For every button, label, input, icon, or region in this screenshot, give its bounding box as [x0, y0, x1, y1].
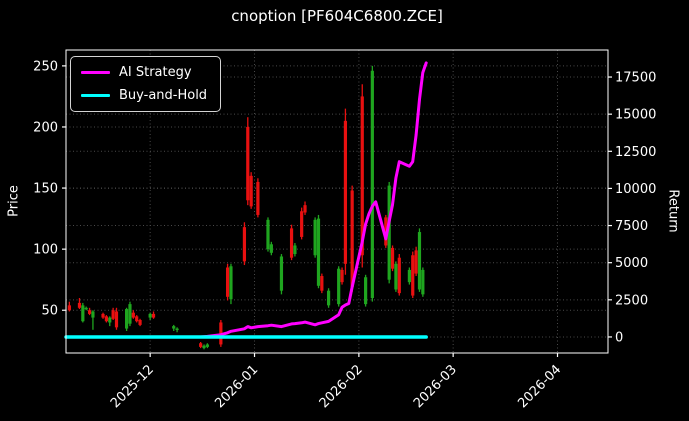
svg-text:17500: 17500: [615, 71, 656, 86]
legend-label-buy-and-hold: Buy-and-Hold: [119, 88, 208, 103]
svg-text:2026-02: 2026-02: [317, 362, 366, 411]
ai-strategy-line-swatch: [81, 70, 110, 75]
svg-text:250: 250: [33, 59, 58, 74]
svg-text:5000: 5000: [615, 256, 648, 271]
svg-text:2026-03: 2026-03: [411, 362, 460, 411]
svg-text:100: 100: [33, 243, 58, 258]
chart-title: cnoption [PF604C6800.ZCE]: [231, 7, 443, 25]
legend-item-ai-strategy: AI Strategy: [81, 65, 207, 80]
svg-text:0: 0: [615, 330, 623, 345]
svg-text:12500: 12500: [615, 145, 656, 160]
legend-item-buy-and-hold: Buy-and-Hold: [81, 88, 207, 103]
y-axis-label-price: Price: [6, 185, 22, 217]
legend: AI Strategy Buy-and-Hold: [70, 56, 222, 112]
svg-text:2026-04: 2026-04: [515, 362, 564, 411]
svg-text:10000: 10000: [615, 182, 656, 197]
svg-text:150: 150: [33, 182, 58, 197]
svg-text:50: 50: [41, 304, 58, 319]
buy-and-hold-line-swatch: [81, 93, 110, 98]
svg-text:2500: 2500: [615, 293, 648, 308]
svg-text:200: 200: [33, 120, 58, 135]
svg-text:2025-12: 2025-12: [108, 362, 157, 411]
legend-label-ai-strategy: AI Strategy: [119, 65, 192, 80]
y-axis-label-return: Return: [665, 189, 681, 233]
svg-text:2026-01: 2026-01: [212, 362, 261, 411]
svg-text:15000: 15000: [615, 108, 656, 123]
svg-text:7500: 7500: [615, 219, 648, 234]
